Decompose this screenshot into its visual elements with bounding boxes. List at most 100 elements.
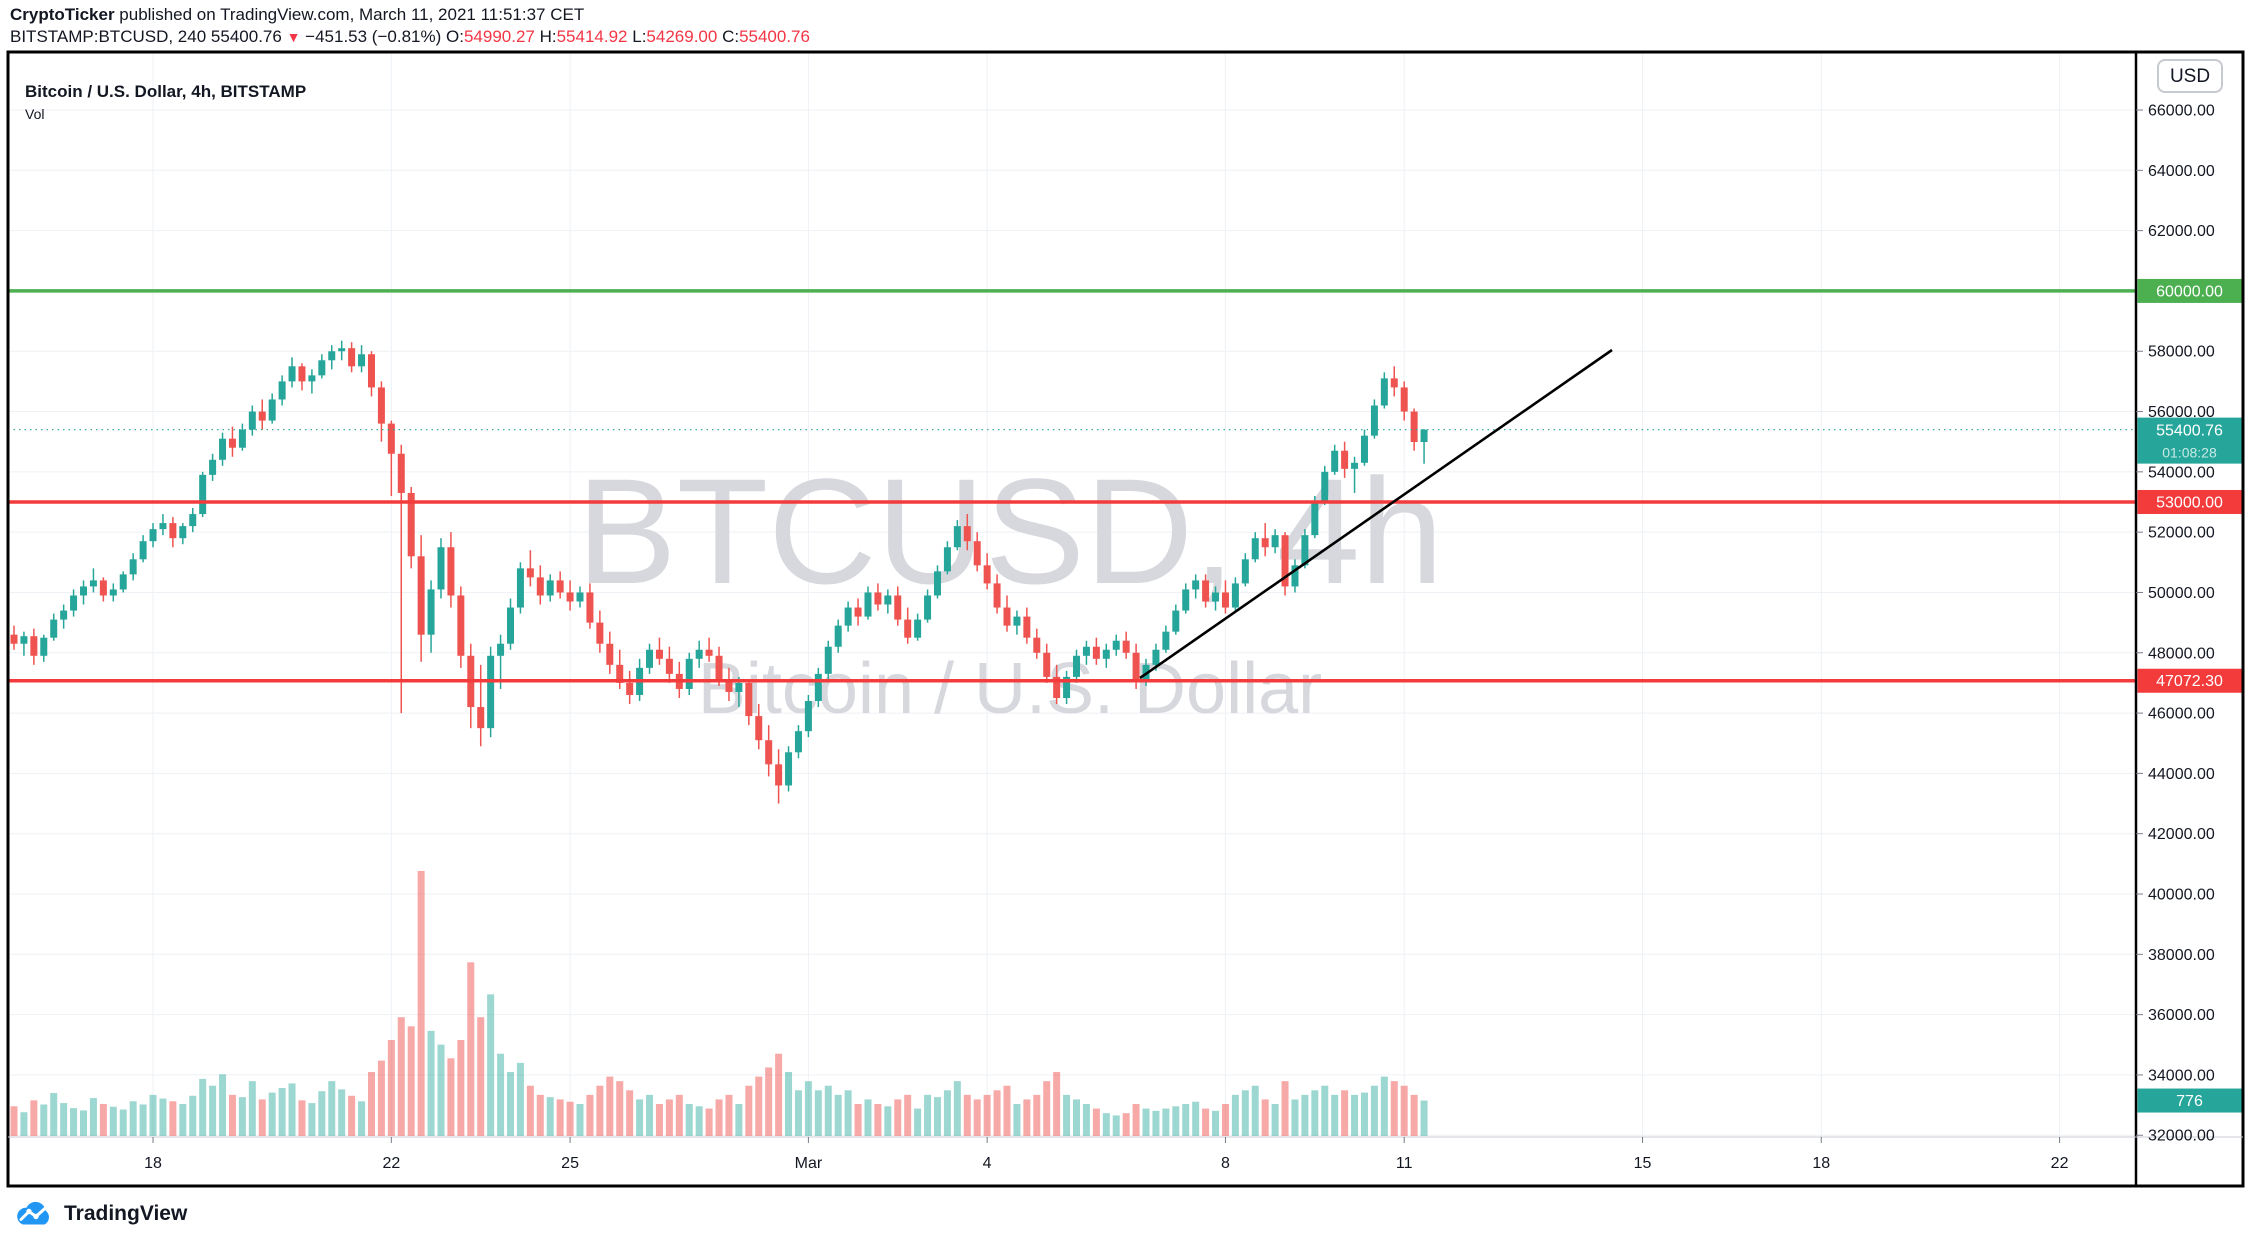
candle-body: [1092, 646, 1100, 659]
volume-bar: [834, 1094, 842, 1136]
chart-legend-title[interactable]: Bitcoin / U.S. Dollar, 4h, BITSTAMP: [25, 82, 307, 101]
volume-bar: [745, 1085, 753, 1136]
candle-body: [1261, 538, 1269, 548]
candle-body: [367, 354, 375, 388]
time-tick-label: Mar: [795, 1155, 823, 1172]
volume-bar: [1202, 1108, 1210, 1136]
trendline-layer[interactable]: [1139, 348, 1613, 680]
price-tick-label: 54000.00: [2148, 464, 2215, 481]
volume-bar: [1152, 1110, 1160, 1136]
candle-body: [248, 411, 256, 430]
candle-body: [1410, 411, 1418, 442]
candle-body: [447, 547, 455, 596]
volume-bar: [626, 1090, 634, 1136]
volume-bar: [129, 1101, 137, 1136]
candle-body: [715, 655, 723, 680]
candle-body: [1112, 640, 1120, 650]
high-label: H:: [539, 27, 557, 46]
candle-body: [963, 526, 971, 542]
candle-body: [516, 568, 524, 608]
candle-body: [60, 610, 68, 620]
level-badge-label: 53000.00: [2156, 495, 2223, 512]
candle-body: [238, 429, 246, 448]
candle-body: [1122, 640, 1130, 653]
axis-badge: [2137, 278, 2242, 303]
candle-body: [278, 381, 286, 400]
volume-bar: [1420, 1100, 1428, 1136]
volume-bar: [1251, 1085, 1259, 1136]
candle-body: [1301, 535, 1309, 566]
candle-body: [536, 577, 544, 596]
candle-body: [546, 580, 554, 596]
volume-bar: [914, 1108, 922, 1136]
volume-bar: [447, 1058, 455, 1136]
currency-badge: [2157, 59, 2223, 93]
candle-body: [70, 595, 78, 611]
volume-bar: [199, 1078, 207, 1136]
volume-bar: [844, 1090, 852, 1136]
volume-bar: [586, 1094, 594, 1136]
volume-bar: [50, 1093, 58, 1136]
volume-bar: [1023, 1099, 1031, 1136]
candle-body: [1102, 649, 1110, 659]
volume-bar: [516, 1062, 524, 1136]
volume-indicator-label[interactable]: Vol: [25, 106, 45, 122]
volume-bar: [616, 1081, 624, 1136]
chart-border: [6, 50, 2245, 1188]
watermark: BTCUSD, 4h Bitcoin / U.S. Dollar: [577, 447, 1444, 729]
volume-bar: [507, 1072, 514, 1136]
volume-bar: [526, 1085, 534, 1136]
candle-body: [437, 547, 445, 590]
price-tick-label: 34000.00: [2148, 1067, 2215, 1084]
volume-bar: [1013, 1104, 1021, 1136]
watermark-name: Bitcoin / U.S. Dollar: [698, 649, 1322, 729]
candle-body: [189, 514, 197, 527]
candle-body: [626, 682, 634, 695]
volume-bar: [1221, 1104, 1229, 1136]
candle-body: [268, 399, 276, 421]
axis-badge: [2137, 1088, 2242, 1113]
candle-body: [1331, 450, 1339, 472]
candle-body: [914, 619, 922, 638]
price-axis[interactable]: 66000.00 64000.00 62000.00 58000.00 56000.00…: [2136, 59, 2242, 1145]
volume-bar: [308, 1103, 316, 1136]
candle-body: [30, 636, 38, 656]
volume-bar: [89, 1098, 97, 1136]
axis-badge: [2137, 417, 2242, 464]
volume-bar: [1301, 1094, 1309, 1136]
time-tick-label: 18: [144, 1155, 162, 1172]
candles-layer: [10, 340, 1428, 804]
price-tick-label: 46000.00: [2148, 706, 2215, 723]
volume-badge-label: 776: [2176, 1093, 2203, 1110]
time-tick-label: 18: [1812, 1155, 1830, 1172]
candle-body: [119, 574, 127, 590]
candle-body: [258, 411, 266, 421]
tradingview-logo[interactable]: TradingView: [12, 1198, 187, 1230]
volume-bar: [556, 1099, 564, 1136]
volume-bar: [1053, 1072, 1061, 1136]
volume-bar: [854, 1104, 862, 1136]
volume-bar: [864, 1099, 872, 1136]
volume-bar: [99, 1104, 107, 1136]
volume-bar: [884, 1106, 892, 1136]
currency-badge-label: USD: [2170, 66, 2210, 87]
volume-bar: [10, 1106, 18, 1136]
volume-bar: [1370, 1085, 1378, 1136]
candle-body: [1023, 616, 1031, 638]
candle-body: [288, 366, 296, 382]
quote-bar: BITSTAMP:BTCUSD, 240 55400.76 ▼ −451.53 …: [10, 26, 810, 48]
volume-bar: [338, 1089, 346, 1136]
candle-body: [199, 474, 207, 515]
volume-bar: [209, 1085, 217, 1136]
candle-body: [804, 701, 812, 732]
volume-bar: [576, 1104, 584, 1136]
price-tick-label: 50000.00: [2148, 585, 2215, 602]
volume-bar: [685, 1104, 693, 1136]
volume-bar: [804, 1081, 812, 1136]
horizontal-levels[interactable]: [8, 289, 2136, 683]
time-axis[interactable]: 18 22 25 Mar 4 8 11 15 18 22: [144, 1137, 2069, 1172]
volume-bar: [735, 1104, 743, 1136]
candle-body: [1241, 559, 1249, 584]
volume-bar: [1261, 1099, 1269, 1136]
